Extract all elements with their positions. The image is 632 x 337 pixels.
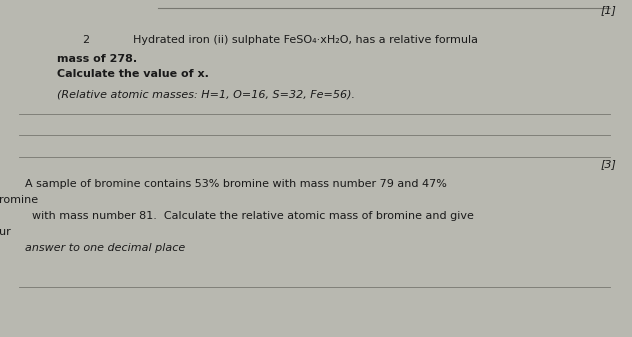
Text: [3]: [3] xyxy=(600,159,616,170)
Text: with mass number 81.  Calculate the relative atomic mass of bromine and give: with mass number 81. Calculate the relat… xyxy=(32,211,473,221)
Text: 2: 2 xyxy=(82,35,89,45)
Text: ur: ur xyxy=(0,227,11,238)
Text: [1]: [1] xyxy=(600,5,616,15)
Text: Calculate the value of x.: Calculate the value of x. xyxy=(57,69,209,79)
Text: A sample of bromine contains 53% bromine with mass number 79 and 47%: A sample of bromine contains 53% bromine… xyxy=(25,179,447,189)
Text: Hydrated iron (ii) sulphate FeSO₄·xH₂O, has a relative formula: Hydrated iron (ii) sulphate FeSO₄·xH₂O, … xyxy=(133,35,478,45)
Text: answer to one decimal place: answer to one decimal place xyxy=(25,243,186,253)
Text: (Relative atomic masses: H=1, O=16, S=32, Fe=56).: (Relative atomic masses: H=1, O=16, S=32… xyxy=(57,89,355,99)
Text: mass of 278.: mass of 278. xyxy=(57,54,137,64)
Text: romine: romine xyxy=(0,195,38,206)
